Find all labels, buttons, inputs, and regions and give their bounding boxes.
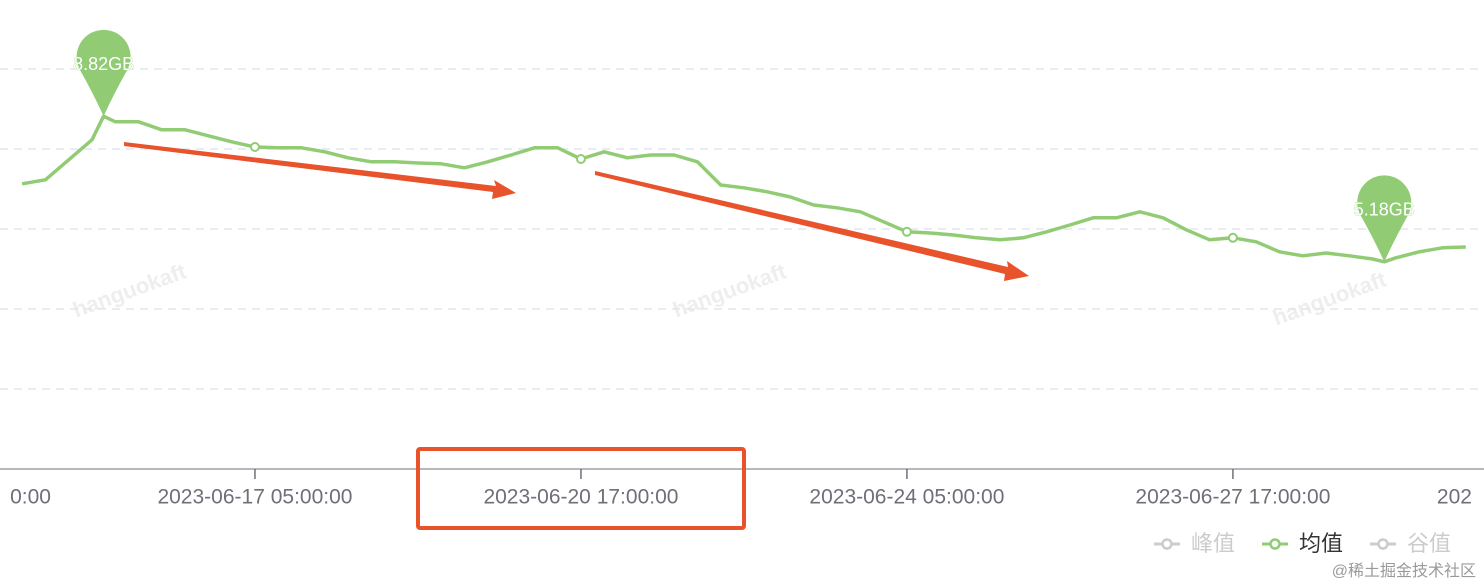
annotations: [124, 142, 1029, 530]
legend-item[interactable]: 均值: [1262, 531, 1343, 556]
point-marker: [575, 154, 586, 164]
mark-label: 8.82GB: [73, 54, 134, 74]
legend-item[interactable]: 峰值: [1154, 531, 1235, 556]
legend-item[interactable]: 谷值: [1370, 531, 1451, 556]
legend-icon: [1269, 538, 1281, 550]
arrow: [124, 142, 516, 199]
legend: 峰值 均值 谷值: [1154, 531, 1451, 556]
arrow: [595, 171, 1029, 281]
point-marker: [1227, 232, 1238, 243]
legend-label: 峰值: [1191, 531, 1235, 556]
watermarks: hanguokaft hanguokaft hanguokaft: [69, 258, 1390, 330]
x-axis: 0:00 2023-06-17 05:00:00 2023-06-20 17:00:…: [10, 469, 1472, 509]
grid: [0, 68, 1484, 470]
credit: @稀土掘金技术社区: [1332, 562, 1476, 580]
point-marker: [901, 226, 912, 237]
highlight-box: [416, 447, 746, 530]
point-marker: [249, 142, 260, 152]
mark-pin: [76, 29, 131, 117]
legend-label: 均值: [1299, 531, 1343, 556]
x-tick-label: 2023-06-27 17:00:00: [1135, 486, 1330, 509]
legend-label: 谷值: [1407, 531, 1451, 556]
x-tick-label: 2023-06-17 05:00:00: [157, 486, 352, 509]
mark-label: 5.18GB: [1354, 200, 1415, 220]
plot: 8.82GB 5.18GB: [21, 29, 1466, 264]
legend-icon: [1377, 538, 1389, 550]
legend-icon: [1161, 538, 1173, 550]
x-tick-label: 2023-06-24 05:00:00: [809, 486, 1004, 509]
mark-pin: [1357, 175, 1412, 262]
line: [21, 114, 1466, 264]
x-tick-label: 202: [1437, 486, 1472, 509]
watermark: hanguokaft: [69, 258, 190, 322]
x-tick-label: 0:00: [10, 486, 51, 509]
x-tick-label: 2023-06-20 17:00:00: [483, 486, 678, 509]
watermark: hanguokaft: [1269, 266, 1390, 330]
watermark: hanguokaft: [669, 258, 790, 322]
